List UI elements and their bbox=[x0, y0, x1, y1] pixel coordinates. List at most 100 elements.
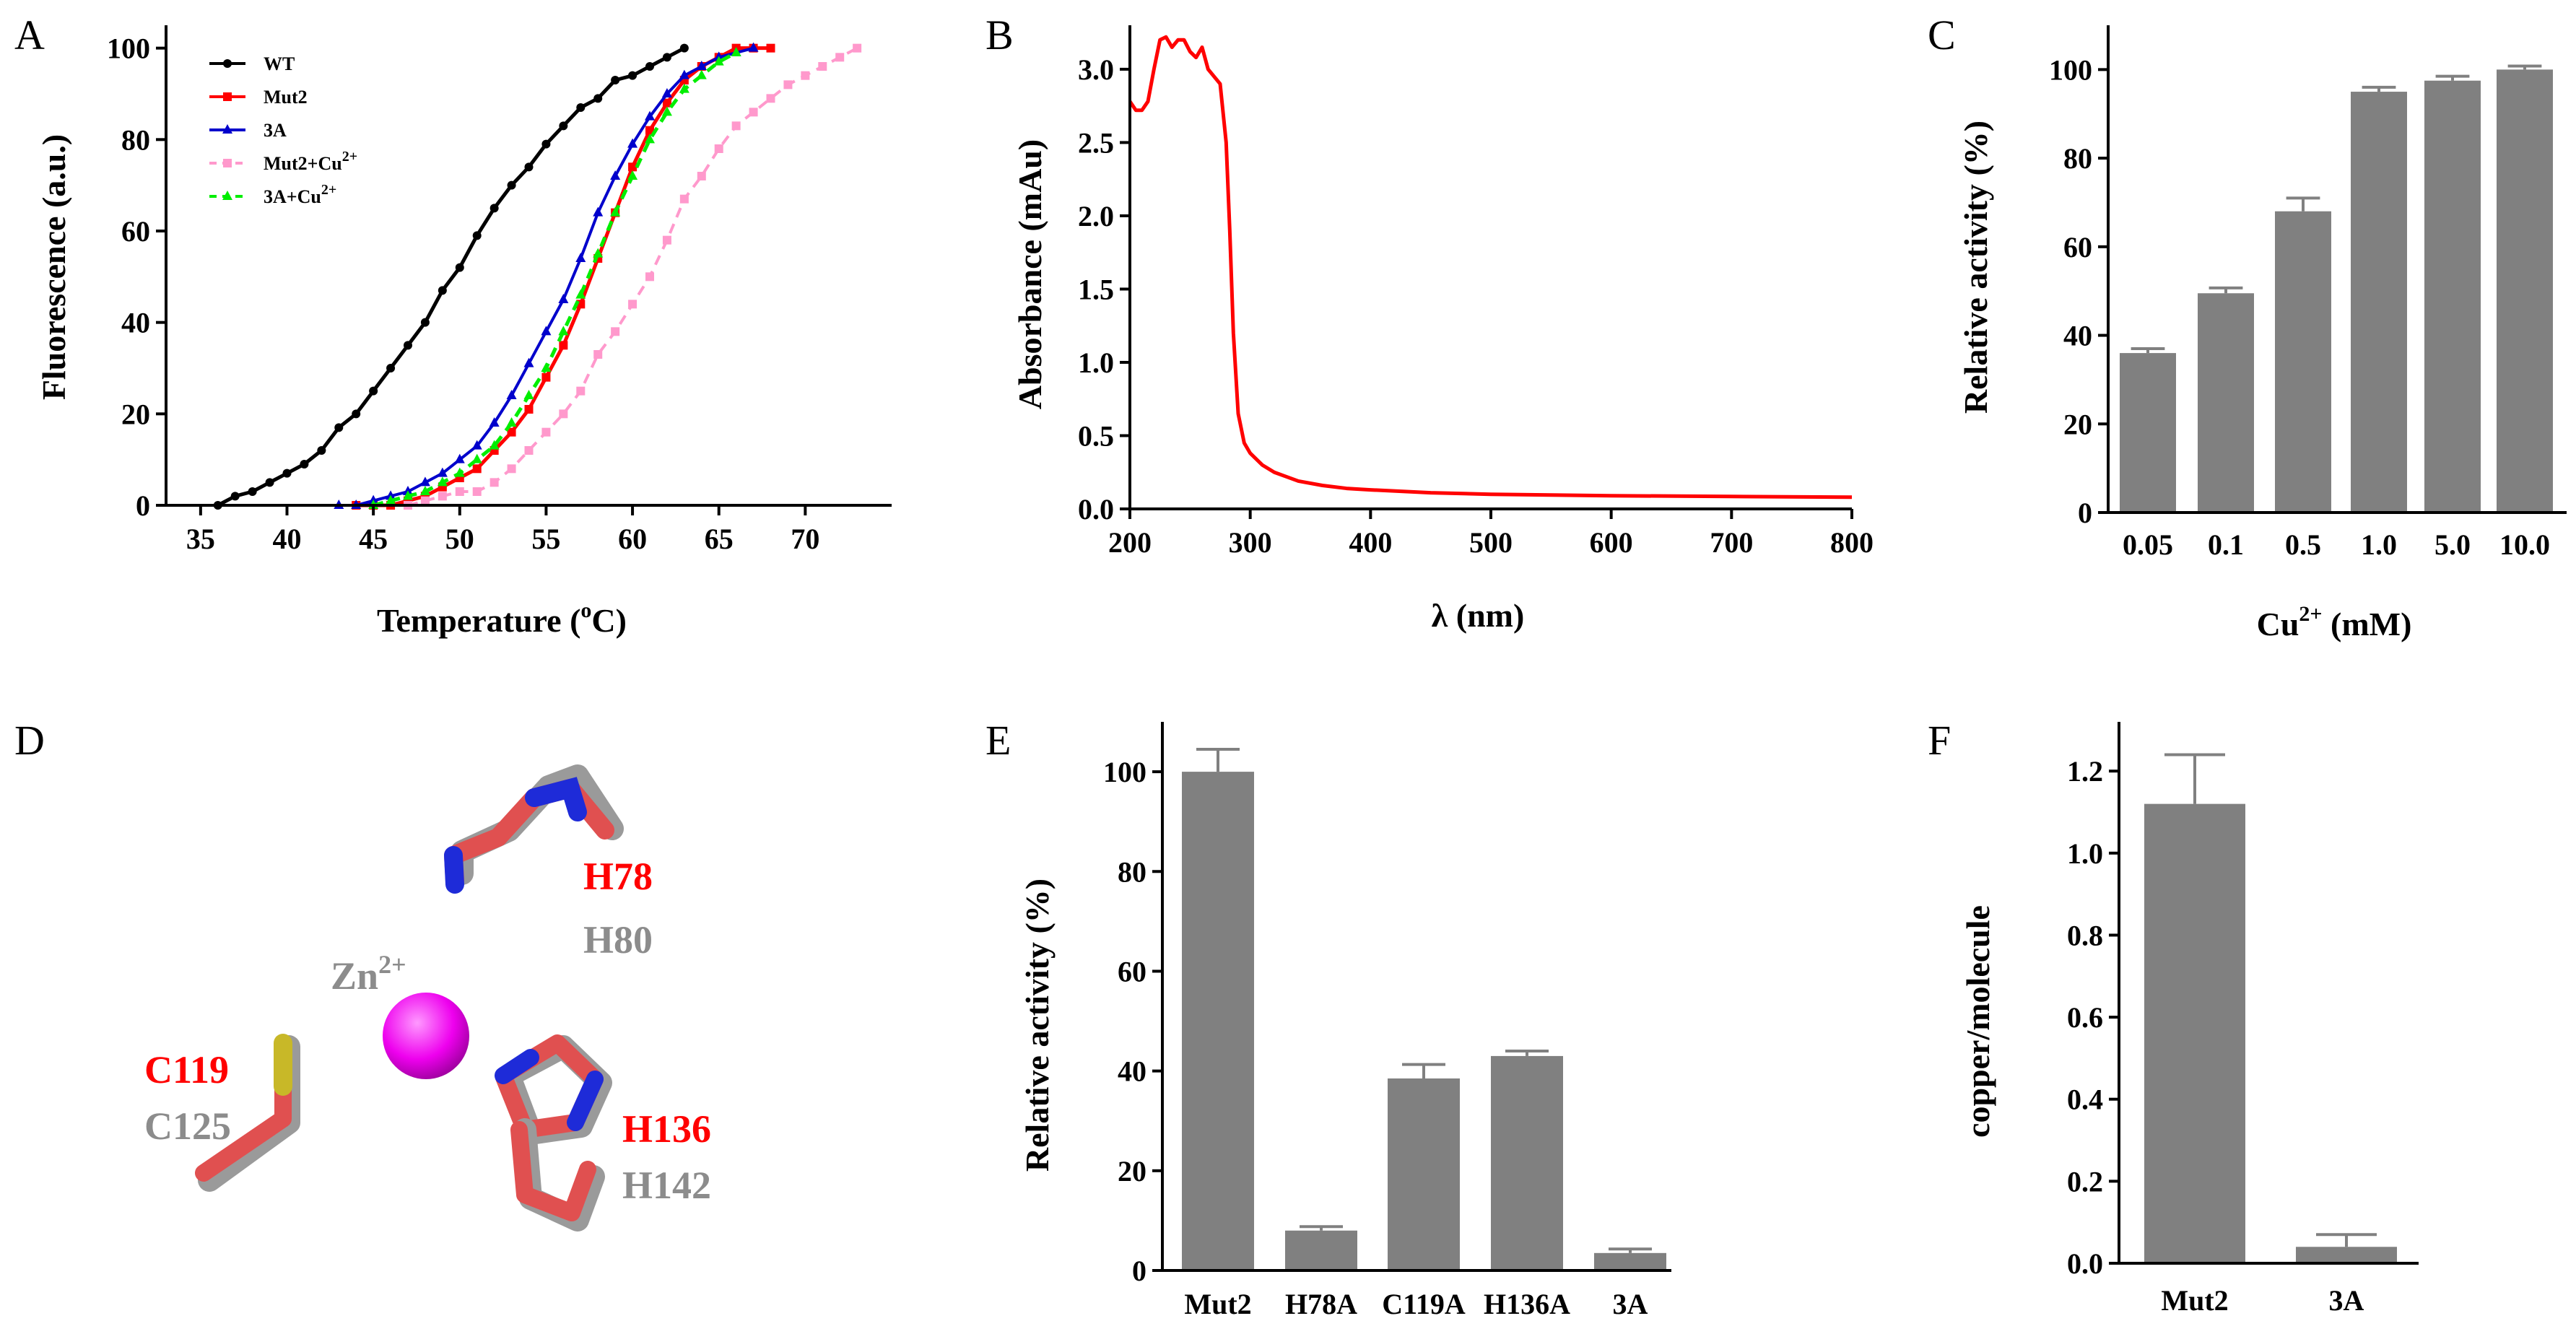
chart-a-point bbox=[576, 103, 586, 112]
chart-a: 35 40 45 50 55 60 65 70 0 20 40 60 80 100 Temperature… bbox=[35, 25, 892, 639]
chart-e-y-tick-label: 100 bbox=[1103, 756, 1146, 788]
chart-a-point bbox=[679, 83, 689, 93]
chart-a-x-tick-label: 70 bbox=[791, 523, 819, 555]
chart-b-y-tick-label: 1.0 bbox=[1078, 346, 1114, 379]
chart-a-point bbox=[507, 427, 516, 437]
chart-a-point bbox=[576, 386, 586, 396]
label-c125: C125 bbox=[144, 1104, 231, 1148]
chart-a-point bbox=[628, 71, 638, 80]
panel-label-f: F bbox=[1928, 717, 1951, 764]
chart-a-xlabel: Temperature (oC) bbox=[377, 598, 627, 639]
chart-a-point bbox=[420, 318, 430, 327]
chart-b-x-tick-label: 700 bbox=[1710, 526, 1753, 559]
chart-a-point bbox=[230, 492, 240, 501]
chart-c-x-tick-label: 10.0 bbox=[2499, 528, 2550, 561]
chart-c-axes: 0.05 0.1 0.5 1.0 5.0 10.0 0 20 40 60 80 100 bbox=[2049, 25, 2567, 561]
chart-c-y-tick-label: 60 bbox=[2063, 231, 2092, 263]
panel-label-e: E bbox=[985, 717, 1011, 764]
chart-e-x-tick-label: H78A bbox=[1285, 1288, 1357, 1320]
h78-residue bbox=[444, 764, 624, 894]
chart-a-point bbox=[559, 341, 568, 350]
chart-a-x-tick-label: 35 bbox=[186, 523, 215, 555]
chart-f-plot bbox=[2144, 753, 2397, 1263]
chart-a-point bbox=[541, 326, 552, 336]
chart-b-ylabel: Absorbance (mAu) bbox=[1011, 139, 1048, 409]
structure-diagram: H78 H80 Zn2+ C119 C125 H136 H142 bbox=[144, 764, 711, 1231]
chart-a-point bbox=[541, 372, 551, 382]
chart-a-point bbox=[575, 253, 586, 262]
chart-a-point bbox=[748, 42, 759, 52]
chart-a-point bbox=[419, 486, 430, 495]
chart-a-point bbox=[714, 144, 723, 153]
chart-a-point bbox=[369, 386, 378, 396]
chart-e: Mut2 H78A C119A H136A 3A 0 20 40 60 80 100 Relativ… bbox=[1019, 722, 1671, 1320]
chart-a-point bbox=[455, 487, 464, 496]
chart-a-point bbox=[507, 464, 516, 474]
chart-a-point bbox=[783, 80, 793, 90]
chart-a-x-tick-label: 60 bbox=[618, 523, 647, 555]
chart-b-y-tick-label: 0.0 bbox=[1078, 493, 1114, 526]
chart-c-x-tick-label: 5.0 bbox=[2434, 528, 2471, 561]
chart-e-x-tick-label: 3A bbox=[1613, 1288, 1648, 1320]
chart-e-y-tick-label: 20 bbox=[1118, 1155, 1146, 1187]
chart-e-y-tick-label: 40 bbox=[1118, 1055, 1146, 1088]
chart-a-point bbox=[696, 61, 707, 70]
chart-e-ylabel: Relative activity (%) bbox=[1019, 879, 1056, 1172]
chart-a-point bbox=[662, 98, 671, 108]
chart-a-point bbox=[661, 88, 672, 97]
label-h136: H136 bbox=[622, 1107, 711, 1151]
chart-a-point bbox=[300, 460, 309, 468]
chart-a-point bbox=[523, 357, 534, 367]
chart-a-point bbox=[645, 126, 654, 135]
chart-a-y-tick-label: 40 bbox=[121, 307, 150, 339]
chart-a-point bbox=[853, 43, 862, 53]
chart-b-xlabel: λ (nm) bbox=[1432, 597, 1525, 634]
chart-b-y-tick-label: 2.5 bbox=[1078, 126, 1114, 159]
chart-b-y-tick-label: 0.5 bbox=[1078, 419, 1114, 452]
chart-b-plot bbox=[1128, 35, 1853, 500]
chart-a-point bbox=[679, 43, 689, 53]
chart-a-point bbox=[627, 170, 638, 180]
chart-c-x-tick-label: 0.1 bbox=[2208, 528, 2244, 561]
chart-b-absorbance-line bbox=[1128, 35, 1853, 500]
chart-a-point bbox=[437, 476, 448, 487]
chart-f-y-tick-label: 0.8 bbox=[2067, 919, 2103, 951]
chart-a-point bbox=[766, 94, 775, 103]
chart-a-point bbox=[524, 405, 534, 414]
chart-e-x-tick-label: C119A bbox=[1382, 1288, 1466, 1320]
chart-a-point bbox=[523, 390, 534, 399]
chart-b-x-tick-label: 300 bbox=[1229, 526, 1272, 559]
chart-a-point bbox=[679, 194, 689, 204]
chart-a-point bbox=[472, 231, 482, 240]
chart-e-plot bbox=[1182, 748, 1666, 1270]
chart-a-point bbox=[697, 172, 706, 180]
chart-a-point bbox=[541, 362, 552, 372]
chart-a-point bbox=[559, 409, 568, 419]
chart-a-legend-entry: WT bbox=[264, 53, 295, 74]
chart-a-point bbox=[645, 62, 654, 71]
chart-a-point bbox=[593, 248, 604, 258]
chart-a-x-tick-label: 55 bbox=[531, 523, 560, 555]
chart-a-series-line bbox=[356, 46, 771, 507]
chart-a-point bbox=[645, 134, 655, 144]
chart-b-x-tick-label: 400 bbox=[1349, 526, 1392, 559]
chart-a-point bbox=[420, 496, 430, 505]
chart-a-point bbox=[506, 390, 517, 399]
chart-a-point bbox=[437, 467, 448, 477]
chart-b-y-tick-label: 3.0 bbox=[1078, 53, 1114, 86]
panel-label-a: A bbox=[14, 12, 45, 58]
chart-a-point bbox=[818, 62, 827, 71]
chart-e-y-tick-label: 80 bbox=[1118, 855, 1146, 888]
chart-a-point bbox=[835, 53, 845, 62]
chart-a-legend-entry: Mut2 bbox=[264, 87, 308, 108]
chart-b-x-tick-label: 600 bbox=[1590, 526, 1633, 559]
chart-a-point bbox=[265, 478, 274, 487]
chart-a-point bbox=[248, 487, 257, 496]
chart-e-x-tick-label: H136A bbox=[1484, 1288, 1570, 1320]
chart-a-point bbox=[524, 162, 534, 172]
chart-a-point bbox=[645, 110, 655, 121]
chart-f-x-tick-label: Mut2 bbox=[2161, 1284, 2228, 1317]
chart-a-legend-marker bbox=[222, 124, 232, 134]
chart-a-legend-marker bbox=[223, 92, 232, 101]
chart-b-y-tick-label: 1.5 bbox=[1078, 273, 1114, 305]
